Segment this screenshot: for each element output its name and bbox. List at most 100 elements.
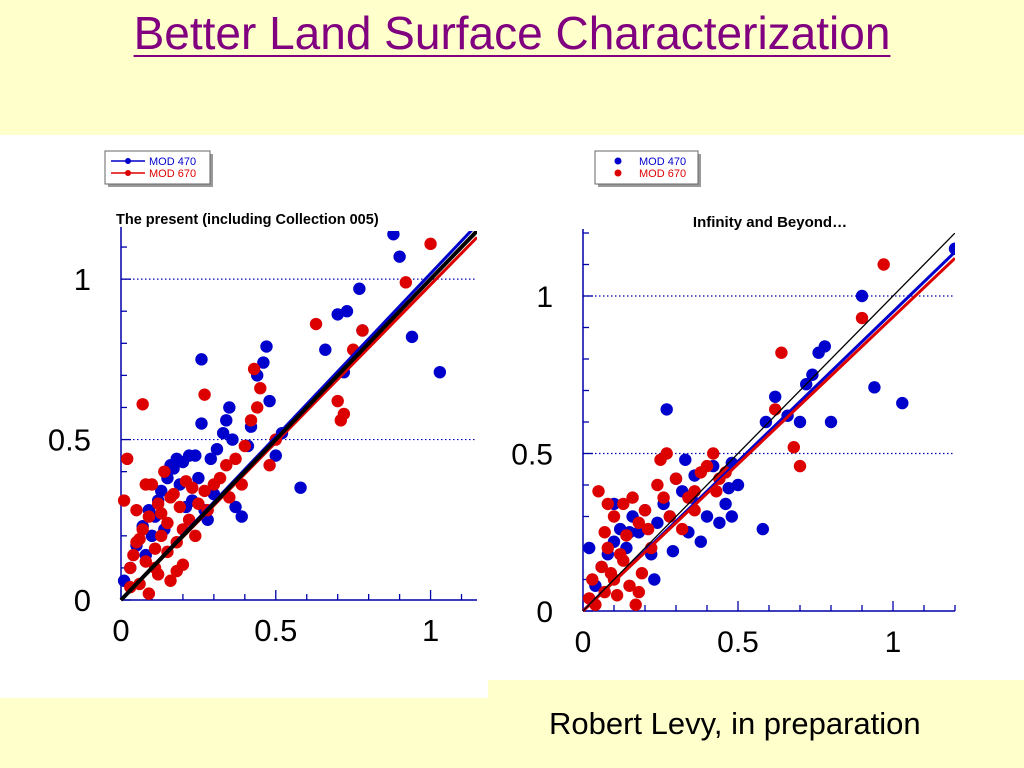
data-point-mod-670 (629, 598, 642, 611)
data-point-mod-670 (148, 542, 162, 555)
data-point-mod-670 (620, 529, 633, 542)
data-point-mod-670 (334, 414, 347, 427)
data-point-mod-470 (632, 526, 645, 539)
data-point-mod-670 (136, 398, 149, 411)
data-point-mod-670 (229, 452, 242, 466)
data-point-mod-670 (793, 459, 807, 473)
data-point-mod-670 (610, 589, 624, 602)
data-point-mod-670 (700, 459, 714, 473)
data-point-mod-470 (294, 481, 307, 494)
data-point-mod-470 (263, 394, 276, 408)
data-point-mod-470 (756, 522, 769, 536)
data-point-mod-670 (192, 497, 205, 510)
data-point-mod-670 (220, 459, 233, 472)
data-point-mod-670 (189, 529, 202, 543)
y-tick-label: 0.5 (511, 439, 553, 472)
data-point-mod-470 (433, 365, 447, 379)
one-to-one-line (119, 231, 477, 602)
legend-label: MOD 470 (149, 156, 196, 168)
data-point-mod-470 (713, 516, 726, 529)
one-to-one-line (582, 233, 955, 612)
data-point-mod-470 (226, 433, 239, 446)
data-point-mod-670 (142, 510, 156, 523)
data-point-mod-470 (651, 516, 664, 529)
legend-label: MOD 470 (639, 156, 686, 168)
data-point-mod-670 (186, 481, 199, 494)
legend-marker (614, 169, 622, 177)
data-point-mod-470 (679, 453, 692, 466)
data-point-mod-470 (229, 500, 242, 514)
data-point-mod-670 (635, 567, 649, 580)
data-point-mod-670 (607, 510, 621, 523)
plot-area (117, 231, 477, 602)
data-point-mod-670 (170, 564, 183, 578)
data-point-mod-670 (676, 522, 689, 536)
data-point-mod-670 (424, 237, 437, 251)
data-point-mod-470 (694, 535, 707, 548)
legend-box (104, 150, 211, 185)
data-point-mod-470 (405, 330, 419, 344)
data-point-mod-670 (595, 560, 608, 574)
data-point-mod-670 (775, 346, 788, 359)
plot-area (581, 233, 955, 613)
data-point-mod-670 (787, 441, 800, 454)
data-point-mod-670 (244, 414, 258, 427)
data-point-mod-470 (195, 353, 208, 366)
data-point-mod-670 (638, 504, 652, 517)
data-point-mod-470 (896, 396, 909, 410)
data-point-mod-670 (660, 447, 673, 460)
x-tick-label: 0.5 (717, 626, 759, 659)
data-point-mod-670 (142, 587, 156, 600)
data-point-mod-670 (158, 465, 171, 478)
data-point-mod-470 (195, 417, 208, 430)
data-point-mod-470 (257, 356, 270, 369)
chart-present: The present (including Collection 005) MO… (48, 150, 477, 648)
data-point-mod-470 (660, 403, 673, 416)
data-point-mod-470 (583, 541, 596, 555)
data-point-mod-670 (148, 561, 162, 575)
data-point-mod-470 (793, 415, 807, 429)
data-point-mod-470 (260, 340, 273, 353)
author-credit: Robert Levy, in preparation (549, 706, 921, 741)
x-tick-label: 1 (422, 613, 439, 648)
data-point-mod-470 (731, 478, 745, 492)
chart-title: The present (including Collection 005) (116, 212, 379, 228)
data-point-mod-670 (707, 447, 720, 460)
data-point-mod-670 (124, 561, 137, 575)
data-point-mod-470 (806, 368, 819, 381)
data-point-mod-670 (663, 510, 676, 523)
data-point-mod-470 (319, 343, 332, 356)
data-point-mod-670 (855, 311, 869, 325)
data-point-mod-470 (145, 529, 159, 543)
data-point-mod-670 (124, 580, 137, 594)
legend-marker (125, 158, 131, 164)
y-tick-label: 0 (74, 583, 91, 618)
data-point-mod-470 (855, 289, 869, 303)
data-point-mod-670 (161, 516, 174, 530)
y-tick-label: 1 (536, 281, 553, 314)
data-point-mod-670 (601, 497, 614, 511)
data-point-mod-470 (648, 573, 661, 586)
data-point-mod-670 (331, 394, 344, 408)
data-point-mod-470 (824, 415, 838, 429)
data-point-mod-670 (117, 494, 131, 507)
x-tick-label: 0 (112, 613, 129, 648)
x-tick-label: 0 (575, 626, 592, 659)
data-point-mod-670 (173, 500, 187, 514)
data-point-mod-470 (719, 497, 732, 511)
y-tick-label: 0 (536, 596, 553, 629)
data-point-mod-670 (198, 388, 211, 401)
y-tick-label: 1 (74, 262, 91, 297)
data-point-mod-670 (251, 401, 264, 414)
data-point-mod-670 (632, 585, 645, 599)
data-point-mod-670 (213, 471, 227, 485)
data-point-mod-670 (617, 554, 630, 567)
data-point-mod-670 (877, 258, 890, 271)
data-point-mod-670 (356, 324, 369, 337)
data-point-mod-670 (399, 276, 412, 289)
data-point-mod-470 (220, 414, 233, 427)
data-point-mod-670 (601, 541, 614, 555)
